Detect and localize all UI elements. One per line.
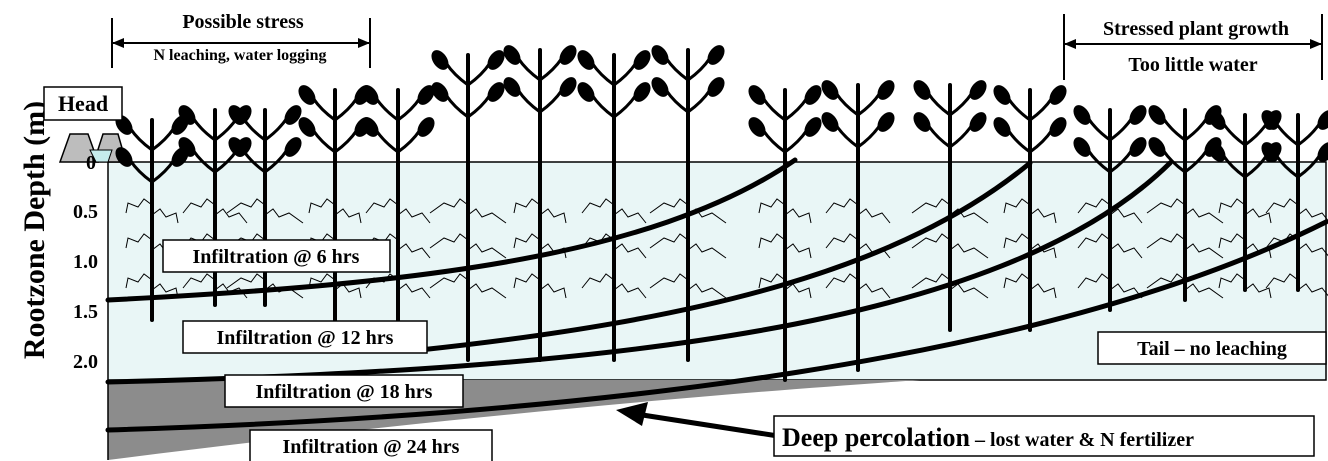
deep-percolation-arrow bbox=[616, 402, 779, 439]
infiltration-front-24hrs bbox=[105, 219, 1328, 433]
head-stress-title: Possible stress bbox=[182, 11, 304, 33]
depth-tick-2-0: 2.0 bbox=[73, 351, 98, 373]
depth-tick-1-0: 1.0 bbox=[73, 251, 98, 273]
plant bbox=[821, 80, 895, 372]
infiltration-6hrs-box bbox=[162, 239, 391, 273]
plant bbox=[1261, 110, 1328, 297]
deep-percolation-subtitle: – lost water & N fertilizer bbox=[970, 429, 1194, 451]
plant bbox=[748, 85, 822, 382]
head-stress-bracket bbox=[111, 18, 371, 68]
infiltration-12hrs-label: Infiltration @ 12 hrs bbox=[217, 327, 394, 349]
tail-stress-title: Stressed plant growth bbox=[1103, 18, 1289, 40]
head-label: Head bbox=[58, 91, 108, 116]
y-axis-label: Rootzone Depth (m) bbox=[18, 101, 51, 359]
tail-stress-subtitle: Too little water bbox=[1128, 54, 1257, 76]
infiltration-front-12hrs bbox=[417, 160, 1033, 353]
plant bbox=[911, 80, 989, 332]
infiltration-24hrs-label: Infiltration @ 24 hrs bbox=[283, 436, 460, 458]
plant bbox=[993, 85, 1067, 332]
infiltration-6hrs-label: Infiltration @ 6 hrs bbox=[193, 246, 360, 268]
plant bbox=[429, 50, 507, 362]
plant bbox=[577, 50, 651, 362]
plant bbox=[361, 85, 435, 352]
depth-tick-0-5: 0.5 bbox=[73, 201, 98, 223]
infiltration-12hrs-box bbox=[182, 320, 428, 354]
plant bbox=[1073, 105, 1147, 312]
head-label-box bbox=[43, 86, 123, 121]
infiltration-18hrs-box bbox=[224, 374, 464, 408]
tail-note-box bbox=[1097, 331, 1327, 365]
tail-stress-bracket bbox=[1063, 14, 1323, 80]
plant bbox=[503, 45, 577, 362]
head-stress-subtitle: N leaching, water logging bbox=[153, 47, 326, 64]
infiltration-24hrs-box bbox=[249, 429, 493, 461]
tail-note-label: Tail – no leaching bbox=[1137, 338, 1287, 360]
infiltration-front-6hrs bbox=[105, 157, 798, 303]
depth-tick-labels: 0 0.5 1.0 1.5 2.0 bbox=[73, 152, 98, 373]
plant bbox=[226, 105, 304, 307]
deep-percolation-box bbox=[773, 415, 1315, 457]
crop-plants bbox=[115, 45, 1328, 382]
deep-percolation-label: Deep percolation – lost water & N fertil… bbox=[782, 423, 1194, 452]
depth-tick-0: 0 bbox=[86, 152, 96, 174]
deep-percolation-title: Deep percolation bbox=[782, 423, 971, 452]
infiltration-18hrs-label: Infiltration @ 18 hrs bbox=[256, 381, 433, 403]
depth-tick-1-5: 1.5 bbox=[73, 301, 98, 323]
